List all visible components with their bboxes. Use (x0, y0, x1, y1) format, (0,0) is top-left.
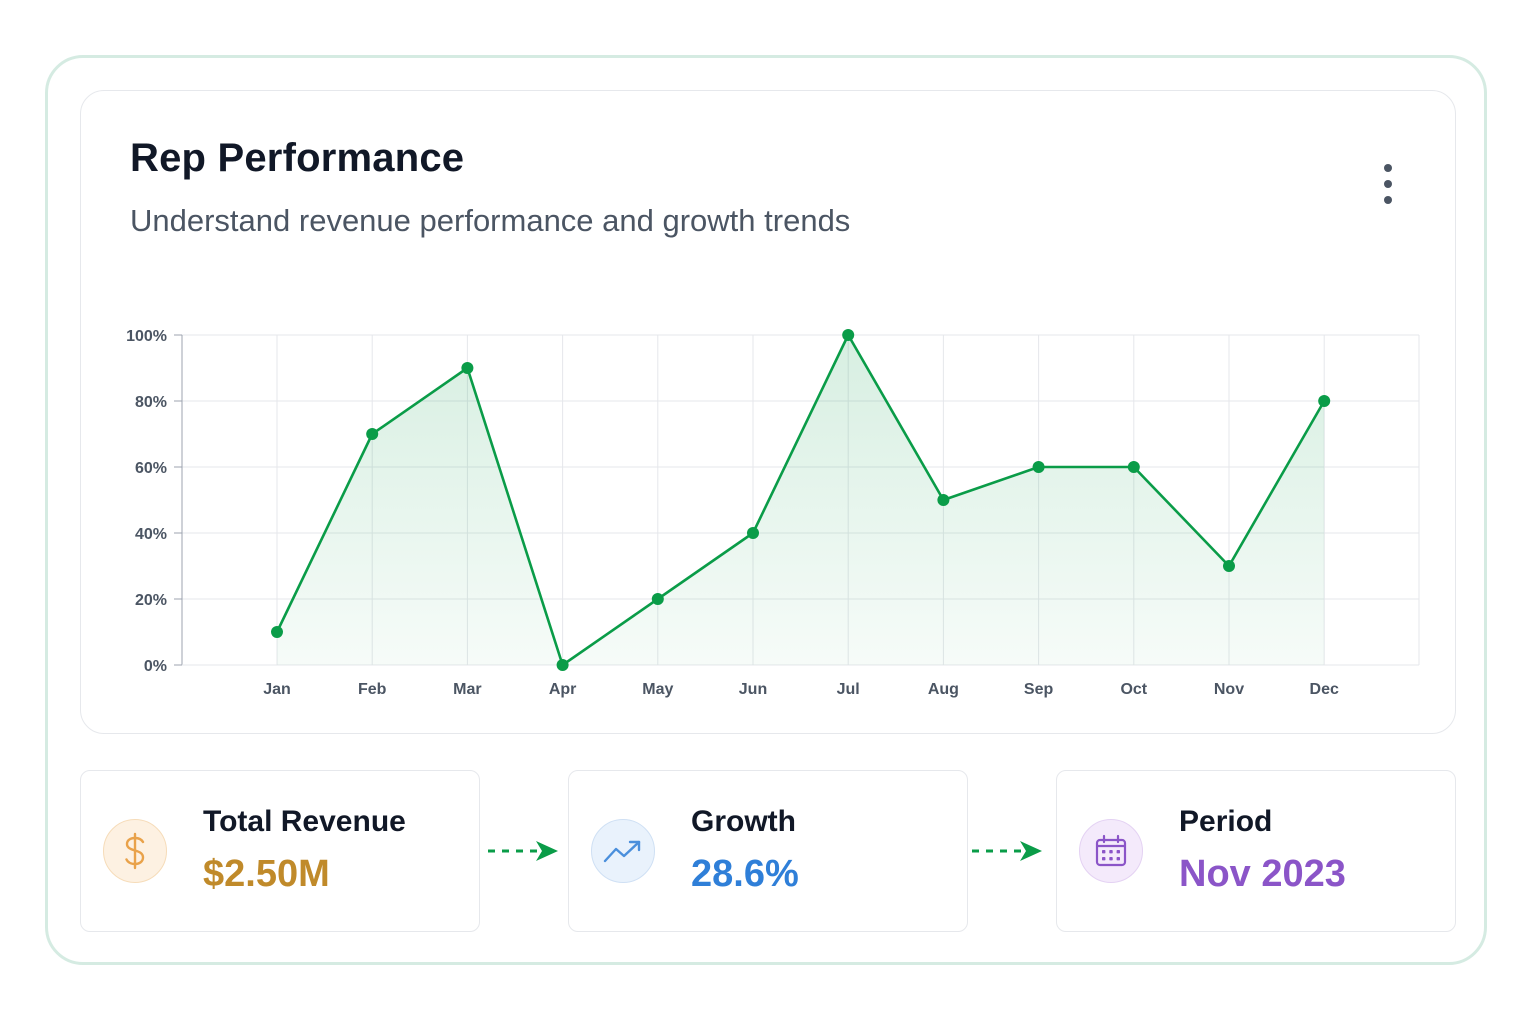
chart-card (80, 90, 1456, 734)
trending-up-glyph (603, 840, 641, 863)
stat-value: 28.6% (691, 853, 799, 895)
stat-label: Total Revenue (203, 805, 406, 838)
stat-value: $2.50M (203, 853, 330, 895)
dashed-arrow-icon (972, 841, 1042, 861)
stat-card-growth: Growth 28.6% (568, 770, 968, 932)
dashed-arrow-icon (488, 841, 558, 861)
stat-card-period: Period Nov 2023 (1056, 770, 1456, 932)
stat-value: Nov 2023 (1179, 853, 1346, 895)
dollar-glyph (125, 832, 145, 870)
stat-label: Growth (691, 805, 796, 838)
kebab-dot (1384, 196, 1392, 204)
kebab-dot (1384, 164, 1392, 172)
dollar-icon (103, 819, 167, 883)
trending-up-icon (591, 819, 655, 883)
stat-label: Period (1179, 805, 1273, 838)
kebab-dot (1384, 180, 1392, 188)
more-vertical-icon[interactable] (1376, 162, 1400, 206)
stat-card-revenue: Total Revenue $2.50M (80, 770, 480, 932)
calendar-icon (1079, 819, 1143, 883)
calendar-glyph (1095, 834, 1127, 867)
page-subtitle: Understand revenue performance and growt… (130, 203, 851, 238)
page-title: Rep Performance (130, 136, 465, 180)
